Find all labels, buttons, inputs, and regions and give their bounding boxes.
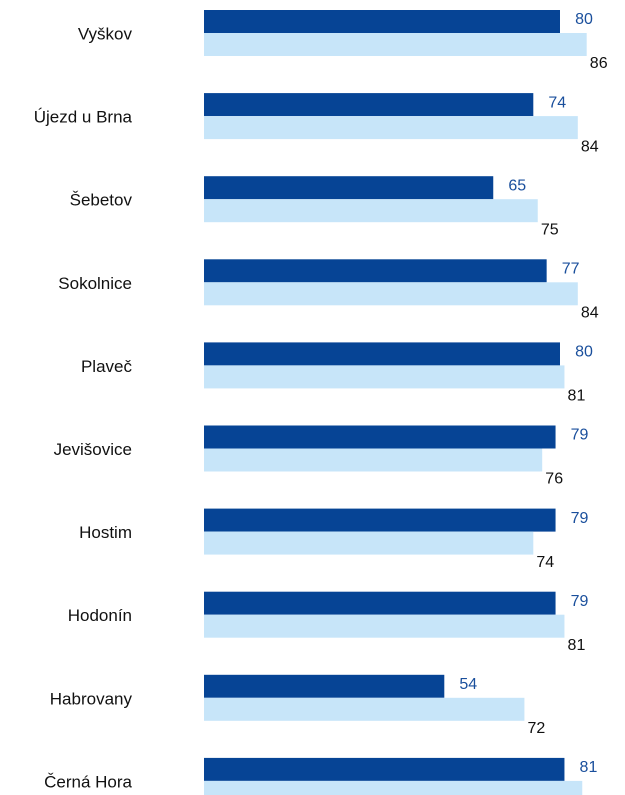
value-label-dark: 81 [580, 759, 598, 776]
bar-dark [204, 425, 556, 449]
bar-light [204, 614, 565, 638]
bars [204, 10, 587, 795]
value-label-dark: 79 [571, 427, 589, 444]
bar-dark [204, 93, 534, 117]
value-label-light: 81 [568, 637, 586, 654]
bar-light [204, 33, 587, 56]
value-label-dark: 79 [571, 510, 589, 527]
category-labels: Vyškov Újezd u Brna Šebetov Sokolnice Plaveč… [34, 24, 133, 791]
bar-light [204, 531, 534, 555]
value-label-light: 72 [528, 720, 546, 737]
category-label: Černá Hora [44, 772, 132, 791]
value-label-light: 86 [590, 55, 608, 72]
bar-light [204, 116, 578, 140]
value-label-dark: 77 [562, 261, 580, 278]
bar-light [204, 199, 538, 223]
value-label-light: 84 [581, 305, 599, 322]
value-label-light: 75 [541, 221, 559, 238]
bar-dark [204, 259, 547, 283]
value-labels: 8086748465757784808179767974798154728185 [459, 11, 608, 776]
value-label-light: 84 [581, 138, 599, 155]
category-label: Hostim [79, 523, 132, 542]
bar-light [204, 365, 565, 389]
value-label-dark: 80 [575, 344, 593, 361]
category-label: Habrovany [50, 689, 133, 708]
value-label-light: 81 [568, 388, 586, 405]
bar-dark [204, 176, 494, 200]
category-label: Vyškov [78, 24, 133, 43]
category-label: Sokolnice [58, 274, 132, 293]
value-label-light: 74 [536, 554, 554, 571]
category-label: Plaveč [81, 357, 133, 376]
category-label: Šebetov [70, 191, 133, 210]
bar-dark [204, 674, 445, 698]
bar-light [204, 282, 578, 306]
value-label-light: 76 [545, 471, 563, 488]
value-label-dark: 80 [575, 11, 593, 28]
bar-dark [204, 591, 556, 615]
value-label-dark: 74 [548, 94, 566, 111]
category-label: Újezd u Brna [34, 108, 133, 127]
bar-dark [204, 342, 560, 366]
category-label: Jevišovice [54, 440, 132, 459]
bar-dark [204, 508, 556, 532]
value-label-dark: 65 [508, 177, 526, 194]
bar-light [204, 448, 543, 472]
bar-light [204, 697, 525, 721]
bar-light [204, 780, 583, 795]
bar-dark [204, 757, 565, 781]
bar-dark [204, 10, 560, 33]
category-label: Hodonín [68, 606, 132, 625]
value-label-dark: 79 [571, 593, 589, 610]
value-label-dark: 54 [459, 676, 477, 693]
